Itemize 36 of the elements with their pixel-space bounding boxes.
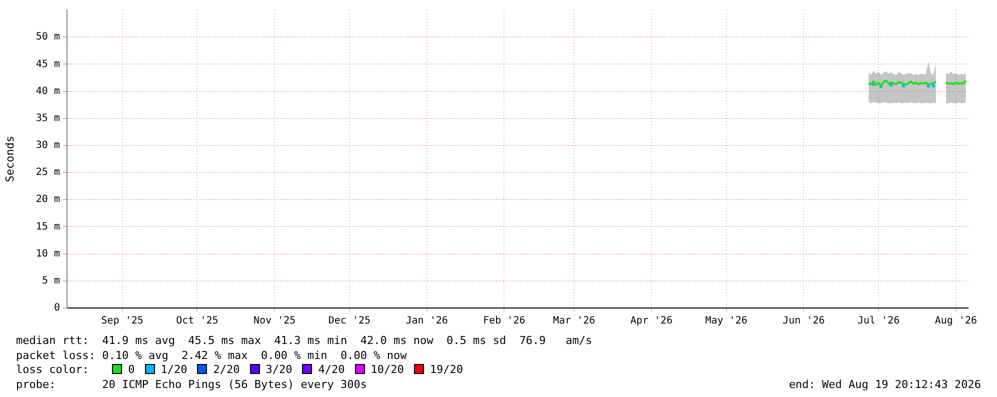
- x-tick-label: Feb '26: [483, 316, 526, 327]
- text: end: Wed Aug 19 20:12:43 2026: [788, 378, 981, 392]
- x-tick-label: Oct '25: [176, 316, 218, 327]
- y-tick-label: 35 m: [36, 112, 60, 124]
- x-tick-label: Jun '26: [782, 316, 825, 327]
- text: packet loss: 0.10 % avg 2.42 % max 0.00 % min 0.00 % now: [16, 348, 408, 363]
- legend-label: 0: [128, 363, 135, 376]
- y-tick-label: 25 m: [36, 167, 60, 178]
- y-tick-label: 45 m: [36, 58, 60, 70]
- x-tick-label: Aug '26: [934, 316, 977, 327]
- x-tick-label: Apr '26: [630, 316, 673, 327]
- legend-label: 4/20: [318, 363, 345, 376]
- y-tick-label: 20 m: [36, 194, 60, 206]
- x-tick-label: Jul '26: [857, 316, 900, 327]
- x-tick-label: Nov '25: [253, 316, 296, 327]
- x-tick-label: Dec '25: [328, 316, 371, 327]
- legend-title: loss color:: [16, 363, 89, 376]
- y-tick-label: 30 m: [36, 140, 60, 152]
- text: median rtt: 41.9 ms avg 45.5 ms max 41.3 ms min 42.0 ms now 0.5 ms sd 76.9 am/s: [16, 334, 594, 348]
- y-axis-title: Seconds: [3, 136, 16, 182]
- legend-label: 3/20: [266, 363, 292, 376]
- x-tick-label: Jan '26: [406, 316, 448, 327]
- y-tick-label: 0: [54, 302, 60, 314]
- text: probe: 20 ICMP Echo Pings (56 Bytes) every 300s: [16, 378, 367, 390]
- y-tick-label: 40 m: [36, 86, 60, 97]
- legend-label: 1/20: [160, 363, 188, 376]
- y-tick-label: 15 m: [36, 221, 60, 232]
- legend-label: 2/20: [213, 363, 240, 376]
- x-tick-label: May '26: [705, 316, 748, 327]
- legend-label: 10/20: [370, 363, 404, 376]
- x-tick-label: Mar '26: [552, 316, 596, 327]
- x-tick-label: Sep '25: [101, 316, 144, 327]
- legend-label: 19/20: [430, 363, 463, 376]
- y-tick-label: 10 m: [36, 248, 60, 260]
- y-tick-label: 50 m: [36, 32, 60, 43]
- y-tick-label: 5 m: [42, 276, 60, 287]
